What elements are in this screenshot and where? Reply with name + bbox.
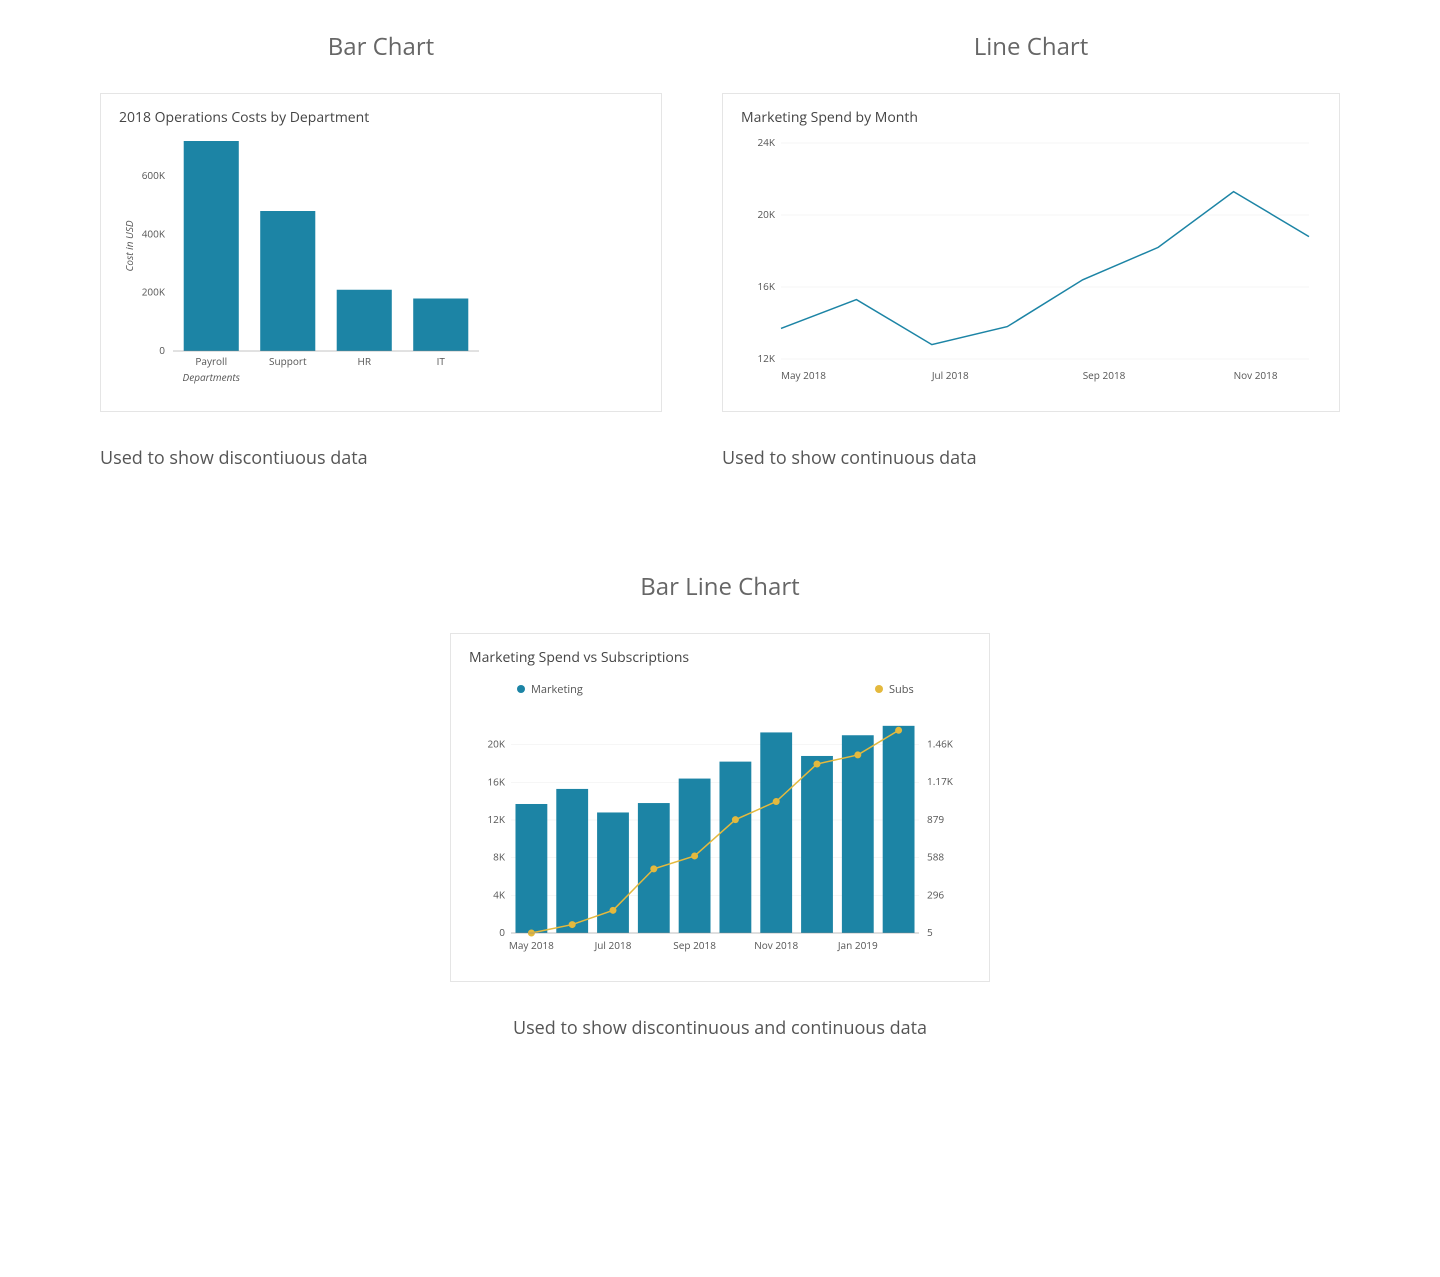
barline-chart: Marketing Subs 0 4K 8K 12K 16K 20K 5 296 588 879 1.1… (469, 673, 969, 963)
bar-chart: 0 200K 400K 600K Cost in USD Payroll Support HR… (119, 133, 489, 393)
svg-text:Nov 2018: Nov 2018 (1234, 368, 1278, 382)
svg-text:May 2018: May 2018 (781, 368, 826, 382)
svg-text:Nov 2018: Nov 2018 (754, 938, 798, 952)
svg-text:1.46K: 1.46K (927, 737, 954, 751)
top-row: Bar Chart 2018 Operations Costs by Depar… (100, 20, 1340, 470)
bar-chart-column: Bar Chart 2018 Operations Costs by Depar… (100, 20, 662, 470)
line-chart-column: Line Chart Marketing Spend by Month 12K1… (722, 20, 1340, 470)
svg-text:0: 0 (499, 925, 505, 939)
line-chart-heading: Line Chart (722, 30, 1340, 63)
svg-text:Jul 2018: Jul 2018 (594, 938, 632, 952)
svg-text:400K: 400K (142, 226, 166, 240)
svg-text:Payroll: Payroll (195, 354, 227, 368)
barline-heading: Bar Line Chart (450, 570, 990, 603)
svg-text:588: 588 (927, 849, 944, 863)
svg-text:200K: 200K (142, 285, 166, 299)
svg-text:HR: HR (357, 354, 371, 368)
barline-chart-title: Marketing Spend vs Subscriptions (469, 648, 971, 667)
svg-text:Support: Support (269, 354, 307, 368)
bar-chart-heading: Bar Chart (100, 30, 662, 63)
bar-chart-card: 2018 Operations Costs by Department 0 200… (100, 93, 662, 412)
svg-text:12K: 12K (757, 351, 775, 365)
svg-text:20K: 20K (757, 207, 775, 221)
svg-text:1.17K: 1.17K (927, 774, 954, 788)
svg-text:20K: 20K (487, 737, 505, 751)
svg-text:Sep 2018: Sep 2018 (1083, 368, 1126, 382)
svg-text:16K: 16K (487, 774, 505, 788)
svg-text:0: 0 (159, 343, 165, 357)
svg-text:16K: 16K (757, 279, 775, 293)
svg-text:8K: 8K (493, 850, 506, 864)
line-chart-title: Marketing Spend by Month (741, 108, 1321, 127)
svg-text:Marketing: Marketing (531, 682, 583, 697)
svg-text:Jul 2018: Jul 2018 (931, 368, 969, 382)
barline-caption: Used to show discontinuous and continuou… (450, 1016, 990, 1040)
svg-text:4K: 4K (493, 887, 506, 901)
barline-chart-card: Marketing Spend vs Subscriptions Marketi… (450, 633, 990, 982)
svg-text:Cost in USD: Cost in USD (122, 220, 136, 271)
svg-text:296: 296 (927, 887, 944, 901)
line-chart: 12K 16K 20K 24K May 2018 Jul 2018 Sep 2018 Nov … (741, 133, 1321, 393)
svg-text:600K: 600K (142, 168, 166, 182)
svg-text:Jan 2019: Jan 2019 (837, 938, 878, 952)
line-chart-caption: Used to show continuous data (722, 446, 1340, 470)
svg-text:Departments: Departments (183, 370, 241, 384)
svg-text:May 2018: May 2018 (509, 938, 554, 952)
svg-text:12K: 12K (487, 812, 505, 826)
bar-chart-caption: Used to show discontiuous data (100, 446, 662, 470)
svg-text:5: 5 (927, 925, 933, 939)
svg-text:879: 879 (927, 812, 944, 826)
svg-text:IT: IT (437, 354, 446, 368)
bar-chart-title: 2018 Operations Costs by Department (119, 108, 643, 127)
svg-text:24K: 24K (757, 135, 775, 149)
line-chart-card: Marketing Spend by Month 12K 16K 20K 24K May… (722, 93, 1340, 412)
svg-text:Subs: Subs (889, 682, 914, 697)
svg-text:Sep 2018: Sep 2018 (673, 938, 716, 952)
barline-column: Bar Line Chart Marketing Spend vs Subscr… (450, 570, 990, 1040)
